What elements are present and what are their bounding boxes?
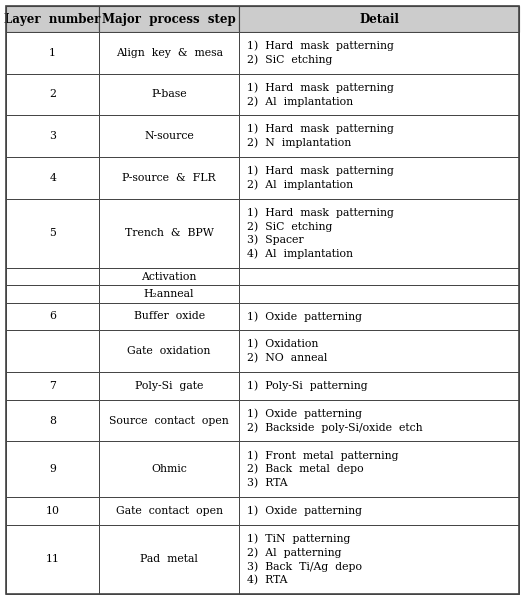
Bar	[6, 442, 99, 497]
Text: 1)  Hard  mask  patterning: 1) Hard mask patterning	[247, 82, 394, 93]
Bar	[239, 32, 519, 74]
Text: 8: 8	[49, 416, 56, 425]
Text: Gate  oxidation: Gate oxidation	[128, 346, 211, 356]
Bar	[99, 285, 239, 302]
Text: Align  key  &  mesa: Align key & mesa	[116, 48, 223, 58]
Text: 2: 2	[49, 89, 56, 100]
Bar	[239, 497, 519, 524]
Text: Ohmic: Ohmic	[151, 464, 187, 474]
Text: 3)  RTA: 3) RTA	[247, 478, 288, 488]
Bar	[99, 268, 239, 285]
Bar	[6, 199, 99, 268]
Text: 10: 10	[46, 506, 60, 516]
Text: Layer  number: Layer number	[5, 13, 101, 26]
Bar	[99, 74, 239, 115]
Text: Trench  &  BPW: Trench & BPW	[125, 228, 214, 238]
Bar	[239, 268, 519, 285]
Text: 2)  Back  metal  depo: 2) Back metal depo	[247, 464, 363, 475]
Bar	[6, 32, 99, 74]
Text: 2)  N  implantation: 2) N implantation	[247, 138, 351, 148]
Bar	[99, 157, 239, 199]
Text: 2)  NO  anneal: 2) NO anneal	[247, 353, 327, 363]
Bar	[6, 302, 99, 331]
Text: H₂anneal: H₂anneal	[144, 289, 194, 299]
Bar	[6, 268, 99, 285]
Text: 1)  Oxide  patterning: 1) Oxide patterning	[247, 409, 362, 419]
Text: 9: 9	[49, 464, 56, 474]
Text: 4: 4	[49, 173, 56, 183]
Text: 1)  Front  metal  patterning: 1) Front metal patterning	[247, 450, 398, 461]
Bar	[99, 372, 239, 400]
Bar	[99, 497, 239, 524]
Bar	[239, 372, 519, 400]
Text: Pad  metal: Pad metal	[140, 554, 198, 565]
Text: 1)  Hard  mask  patterning: 1) Hard mask patterning	[247, 207, 394, 218]
Text: 3: 3	[49, 131, 56, 141]
Bar	[99, 199, 239, 268]
Text: N-source: N-source	[144, 131, 194, 141]
Text: 11: 11	[46, 554, 60, 565]
Bar	[6, 400, 99, 442]
Bar	[6, 157, 99, 199]
Bar	[239, 302, 519, 331]
Bar	[6, 497, 99, 524]
Bar	[239, 285, 519, 302]
Text: 1)  Hard  mask  patterning: 1) Hard mask patterning	[247, 166, 394, 176]
Text: 7: 7	[49, 381, 56, 391]
Text: 1)  Hard  mask  patterning: 1) Hard mask patterning	[247, 41, 394, 51]
Text: 6: 6	[49, 311, 56, 322]
Bar	[239, 6, 519, 32]
Bar	[239, 400, 519, 442]
Bar	[6, 285, 99, 302]
Text: 1)  Poly-Si  patterning: 1) Poly-Si patterning	[247, 380, 368, 391]
Text: 2)  SiC  etching: 2) SiC etching	[247, 55, 332, 65]
Text: 4)  RTA: 4) RTA	[247, 575, 287, 585]
Text: P-source  &  FLR: P-source & FLR	[122, 173, 216, 183]
Bar	[6, 372, 99, 400]
Bar	[99, 524, 239, 594]
Text: 2)  Al  implantation: 2) Al implantation	[247, 96, 353, 107]
Text: 1)  TiN  patterning: 1) TiN patterning	[247, 533, 350, 544]
Bar	[239, 442, 519, 497]
Text: 1)  Oxide  patterning: 1) Oxide patterning	[247, 311, 362, 322]
Text: 5: 5	[49, 228, 56, 238]
Bar	[6, 115, 99, 157]
Text: 2)  Backside  poly-Si/oxide  etch: 2) Backside poly-Si/oxide etch	[247, 422, 423, 433]
Text: Poly-Si  gate: Poly-Si gate	[135, 381, 203, 391]
Text: 1: 1	[49, 48, 56, 58]
Bar	[99, 115, 239, 157]
Bar	[6, 524, 99, 594]
Text: Source  contact  open: Source contact open	[109, 416, 229, 425]
Bar	[6, 331, 99, 372]
Bar	[99, 6, 239, 32]
Text: 2)  Al  implantation: 2) Al implantation	[247, 179, 353, 190]
Bar	[239, 157, 519, 199]
Text: 1)  Hard  mask  patterning: 1) Hard mask patterning	[247, 124, 394, 134]
Bar	[239, 115, 519, 157]
Text: Activation: Activation	[141, 272, 197, 281]
Text: 2)  SiC  etching: 2) SiC etching	[247, 221, 332, 232]
Bar	[239, 524, 519, 594]
Text: 2)  Al  patterning: 2) Al patterning	[247, 547, 341, 557]
Text: P-base: P-base	[151, 89, 187, 100]
Bar	[239, 331, 519, 372]
Bar	[99, 302, 239, 331]
Text: Gate  contact  open: Gate contact open	[116, 506, 223, 516]
Text: 1)  Oxide  patterning: 1) Oxide patterning	[247, 505, 362, 516]
Text: Detail: Detail	[359, 13, 399, 26]
Text: 4)  Al  implantation: 4) Al implantation	[247, 249, 353, 259]
Bar	[239, 199, 519, 268]
Text: 3)  Back  Ti/Ag  depo: 3) Back Ti/Ag depo	[247, 561, 362, 572]
Bar	[6, 6, 99, 32]
Bar	[99, 331, 239, 372]
Bar	[6, 74, 99, 115]
Bar	[239, 74, 519, 115]
Bar	[99, 442, 239, 497]
Text: Buffer  oxide: Buffer oxide	[133, 311, 205, 322]
Text: 3)  Spacer: 3) Spacer	[247, 235, 303, 245]
Bar	[99, 400, 239, 442]
Bar	[99, 32, 239, 74]
Text: 1)  Oxidation: 1) Oxidation	[247, 339, 318, 349]
Text: Major  process  step: Major process step	[102, 13, 236, 26]
